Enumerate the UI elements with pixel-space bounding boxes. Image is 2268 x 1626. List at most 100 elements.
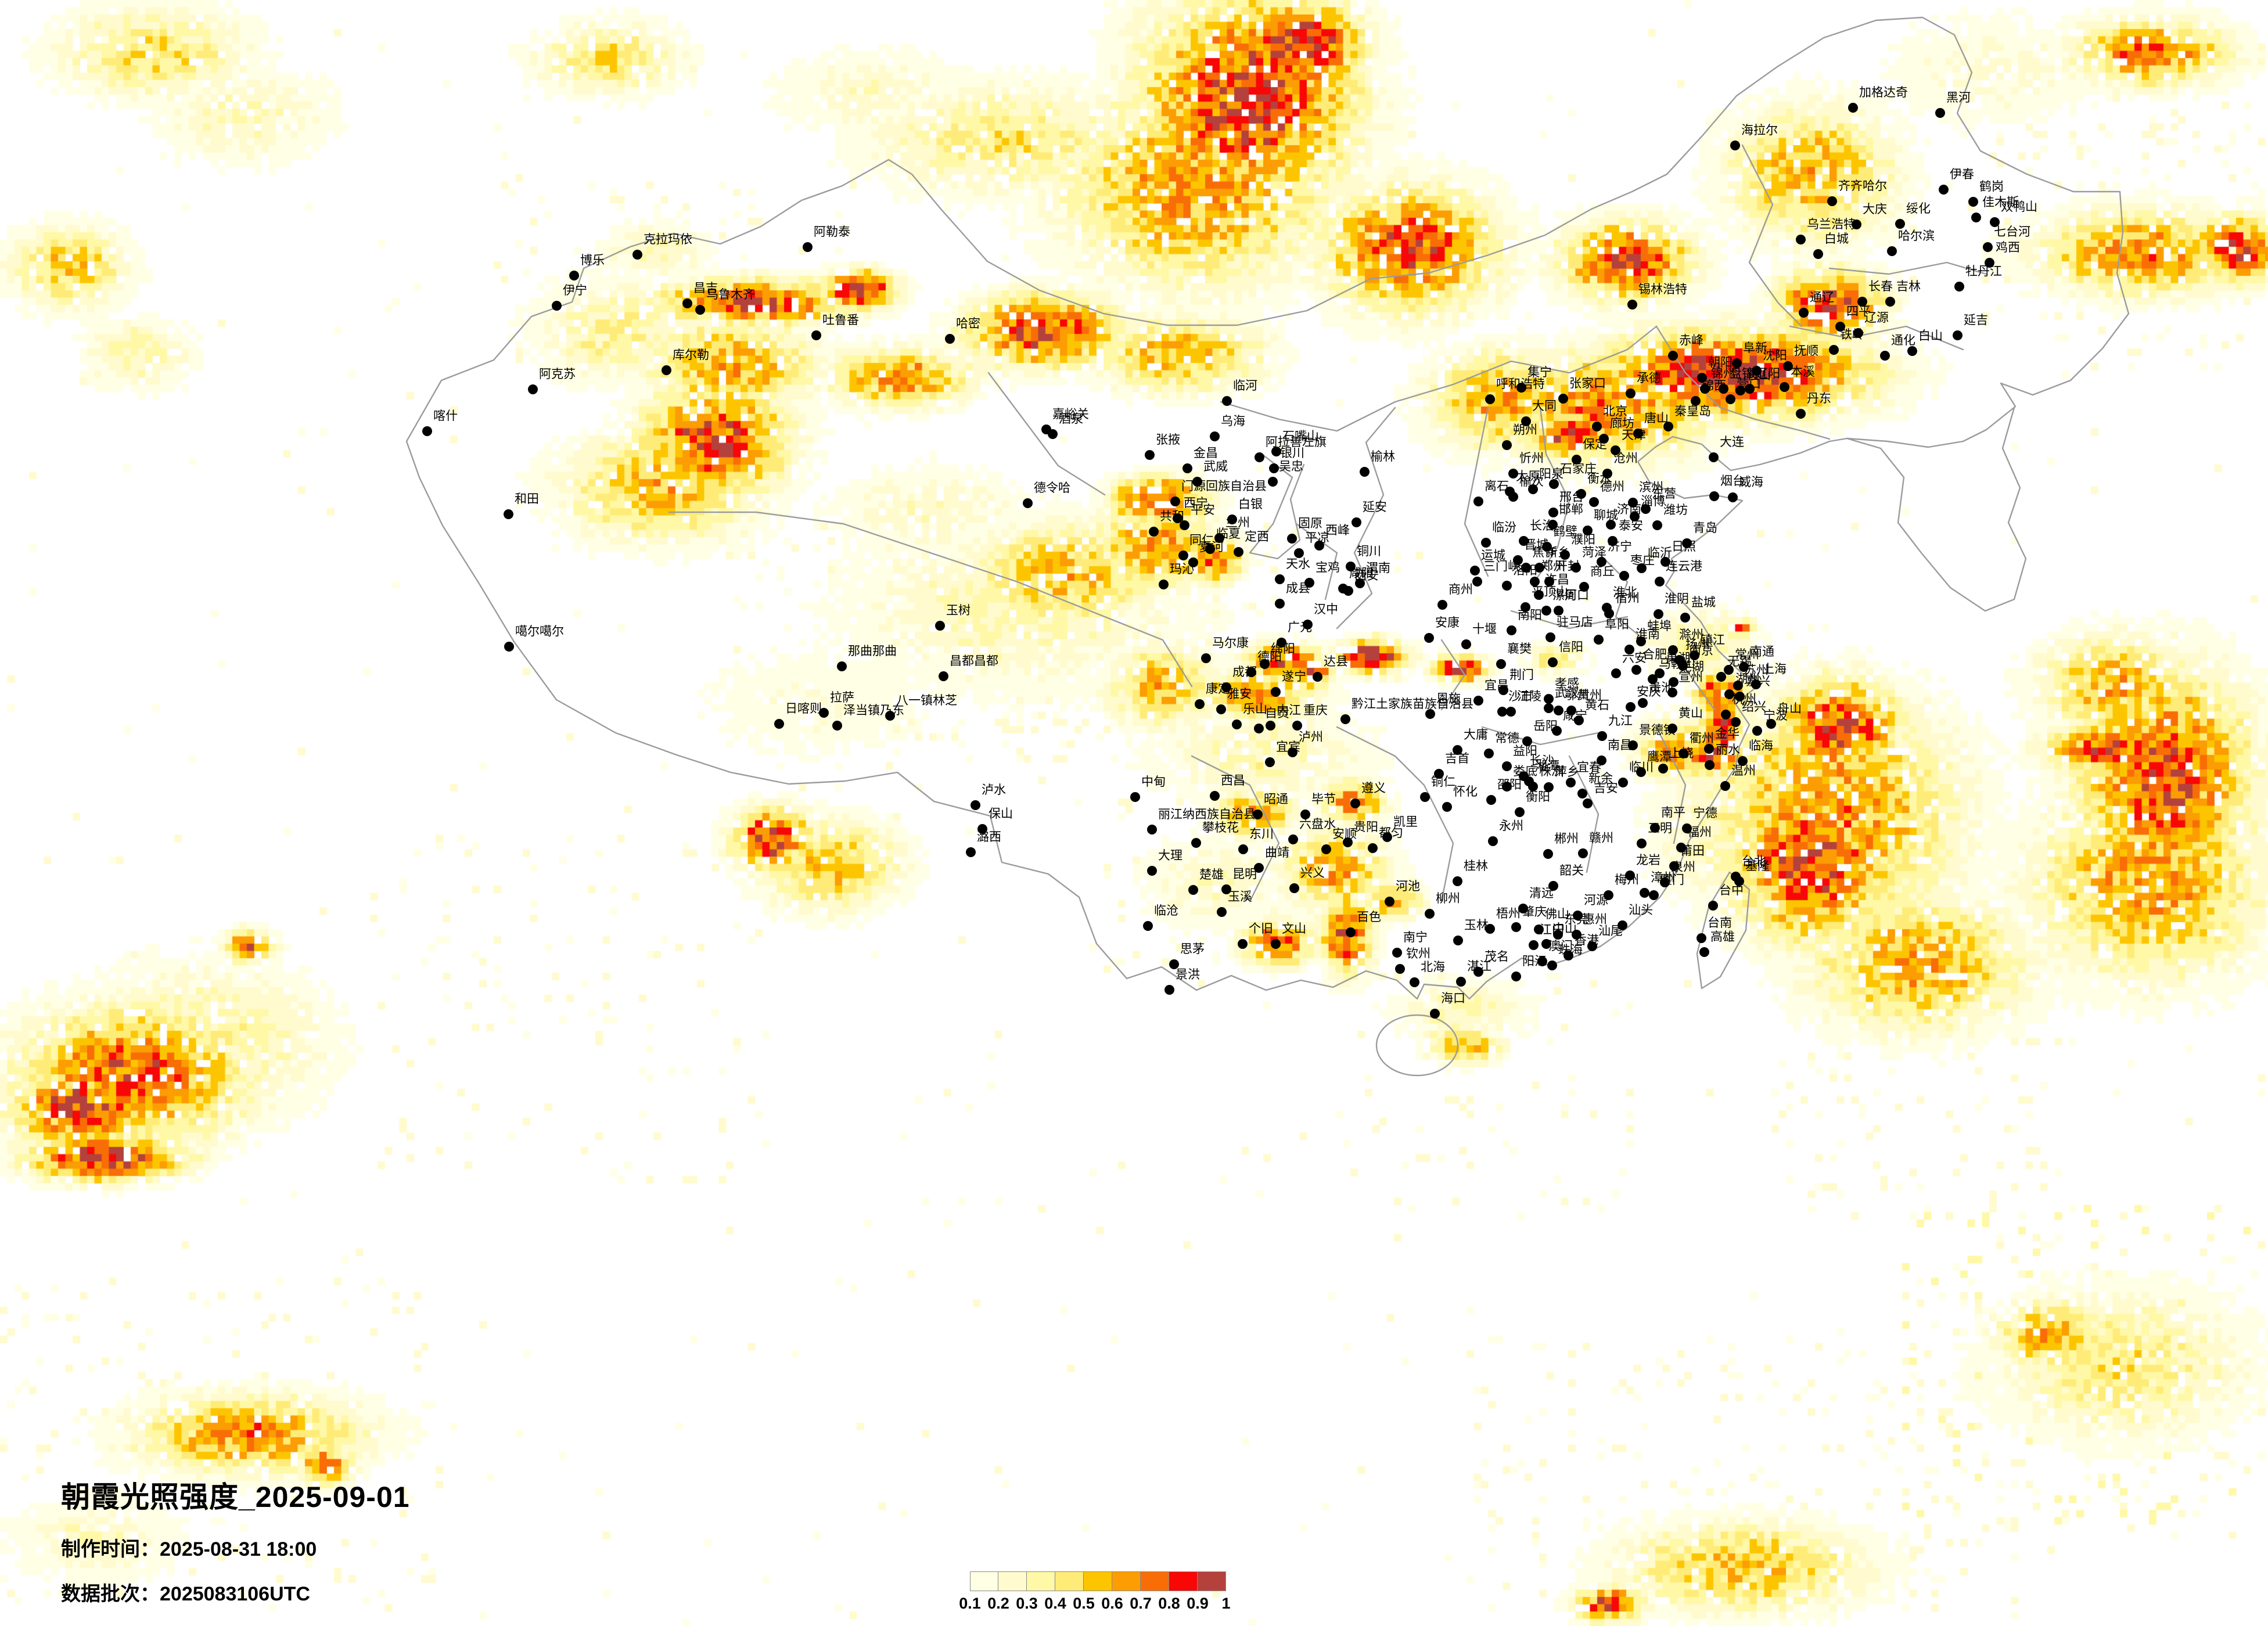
city-dot-icon [1395, 964, 1405, 974]
city-label: 汉中 [1314, 603, 1338, 616]
city-label: 文山 [1282, 922, 1306, 936]
city-label: 常州 [1735, 648, 1759, 661]
city-dot-icon [1507, 625, 1516, 635]
city-label: 哈尔滨 [1898, 229, 1935, 243]
city-dot-icon [1217, 907, 1227, 917]
city-dot-icon [1164, 985, 1174, 995]
city-dot-icon [1735, 386, 1745, 395]
city-label: 岳阳 [1533, 720, 1558, 733]
city-label: 和田 [515, 492, 539, 506]
city-label: 西安 [1354, 569, 1379, 582]
city-dot-icon [552, 301, 562, 311]
city-dot-icon [422, 426, 432, 436]
city-label: 长沙 [1530, 754, 1554, 768]
city-label: 内江 [1277, 704, 1301, 717]
city-dot-icon [1544, 782, 1554, 792]
city-label: 镇江 [1701, 634, 1725, 647]
city-label: 六安 [1622, 652, 1647, 665]
city-label: 双鸭山 [2001, 200, 2037, 214]
city-label: 荆门 [1509, 668, 1534, 682]
city-dot-icon [1352, 517, 1361, 527]
legend-color-box [1169, 1571, 1198, 1591]
city-dot-icon [1655, 668, 1665, 678]
city-dot-icon [1680, 613, 1690, 623]
city-label: 德令哈 [1034, 481, 1070, 495]
city-label: 朔州 [1513, 423, 1537, 437]
city-dot-icon [1473, 497, 1483, 506]
city-label: 安顺 [1332, 828, 1357, 841]
city-label: 鸡西 [1996, 241, 2020, 254]
city-dot-icon [1180, 520, 1189, 530]
city-label: 梧州 [1496, 907, 1521, 920]
city-dot-icon [1696, 933, 1706, 943]
city-dot-icon [1147, 866, 1157, 876]
city-dot-icon [939, 671, 948, 681]
city-dot-icon [1953, 330, 1963, 340]
city-label: 河源 [1584, 894, 1608, 907]
city-label: 郴州 [1554, 832, 1579, 846]
city-dot-icon [1726, 394, 1735, 404]
city-dot-icon [819, 708, 829, 718]
legend-color-box [1198, 1571, 1226, 1591]
city-label: 海拉尔 [1741, 124, 1778, 137]
city-label: 同仁 [1189, 534, 1214, 547]
city-label: 咸宁 [1563, 709, 1587, 722]
city-dot-icon [1566, 706, 1576, 715]
city-dot-icon [774, 719, 784, 729]
city-label: 伊宁 [563, 284, 587, 297]
city-label: 赣州 [1589, 832, 1613, 845]
city-dot-icon [1529, 940, 1539, 950]
city-label: 个旧 [1249, 922, 1273, 936]
city-dot-icon [1265, 757, 1275, 767]
city-dot-icon [1983, 242, 1993, 252]
city-dot-icon [1880, 351, 1890, 361]
city-dot-icon [1496, 659, 1506, 669]
city-dot-icon [1655, 577, 1665, 587]
city-dot-icon [1716, 672, 1726, 682]
city-dot-icon [1434, 769, 1444, 779]
city-label: 杭州 [1732, 693, 1756, 706]
city-dot-icon [1513, 555, 1523, 565]
city-label: 门源回族自治县 [1181, 480, 1267, 493]
city-label: 攀枝花 [1202, 821, 1239, 834]
city-label: 百色 [1357, 911, 1381, 924]
city-dot-icon [1484, 749, 1494, 758]
city-label: 景德镇 [1639, 724, 1676, 737]
city-label: 衡阳 [1526, 790, 1550, 804]
city-label: 集宁 [1527, 366, 1552, 379]
title-block: 朝霞光照强度_2025-09-01 制作时间：2025-08-31 18:00 … [61, 1474, 410, 1606]
city-label: 运城 [1481, 549, 1505, 562]
city-dot-icon [1518, 904, 1528, 913]
data-batch-line: 数据批次：2025083106UTC [61, 1578, 410, 1606]
city-dot-icon [1724, 665, 1734, 675]
city-dot-icon [1541, 606, 1551, 616]
city-label: 韶关 [1559, 864, 1584, 877]
city-dot-icon [1667, 688, 1677, 697]
city-dot-icon [1608, 536, 1618, 546]
city-dot-icon [1668, 351, 1678, 361]
city-dot-icon [1618, 778, 1628, 787]
map-title: 朝霞光照强度_2025-09-01 [61, 1481, 410, 1513]
city-dot-icon [1453, 745, 1462, 755]
legend-color-box [1141, 1571, 1169, 1591]
city-dot-icon [1731, 717, 1741, 727]
city-label: 湖州 [1735, 672, 1760, 686]
city-label: 临河 [1233, 379, 1257, 393]
city-dot-icon [1537, 956, 1547, 966]
city-dot-icon [1188, 557, 1198, 567]
city-dot-icon [1631, 665, 1641, 675]
city-label: 佛山 [1545, 908, 1569, 921]
city-label: 平安 [1191, 503, 1215, 517]
city-dot-icon [1541, 939, 1551, 949]
city-label: 沙市 [1508, 690, 1533, 703]
city-dot-icon [1592, 422, 1602, 431]
city-label: 兴义 [1300, 866, 1325, 880]
city-dot-icon [1676, 843, 1686, 852]
city-dot-icon [1576, 489, 1586, 499]
city-dot-icon [1783, 361, 1793, 371]
city-label: 忻州 [1519, 452, 1544, 465]
city-dot-icon [1182, 463, 1192, 473]
city-dot-icon [1437, 600, 1447, 610]
city-label: 齐齐哈尔 [1838, 179, 1887, 193]
